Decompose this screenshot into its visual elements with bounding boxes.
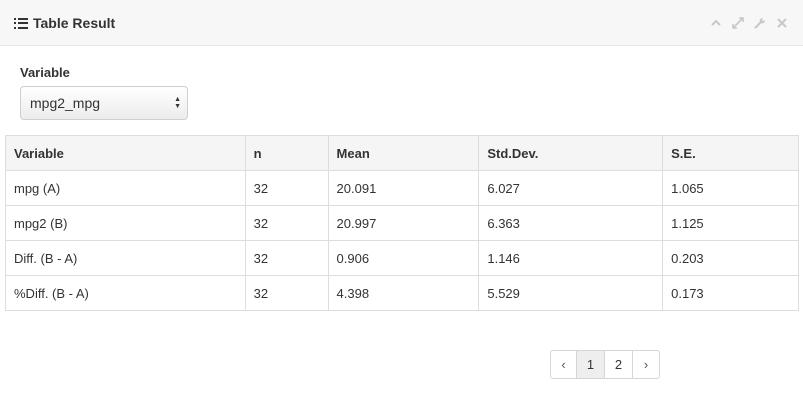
- table-cell: 1.065: [662, 170, 799, 206]
- table-cell: 32: [244, 275, 329, 311]
- panel-tools: [709, 16, 789, 30]
- column-header-std-dev[interactable]: Std.Dev.: [478, 135, 664, 171]
- table-cell: 32: [244, 170, 329, 206]
- panel-title: Table Result: [14, 15, 115, 31]
- table-cell: 4.398: [327, 275, 480, 311]
- result-table: Variable n Mean Std.Dev. S.E. mpg (A) 32…: [5, 135, 799, 311]
- pagination: ‹ 1 2 ›: [550, 350, 660, 379]
- pagination-page-1[interactable]: 1: [577, 351, 605, 378]
- table-row: mpg2 (B) 32 20.997 6.363 1.125: [5, 205, 799, 241]
- wrench-icon[interactable]: [753, 16, 767, 30]
- variable-select-value: mpg2_mpg: [30, 95, 101, 111]
- table-cell: 0.173: [662, 275, 799, 311]
- table-cell: 1.146: [478, 240, 664, 276]
- variable-section: Variable mpg2_mpg ▲ ▼: [0, 65, 803, 120]
- close-icon[interactable]: [775, 16, 789, 30]
- table-cell: 0.906: [327, 240, 480, 276]
- column-header-variable[interactable]: Variable: [5, 135, 246, 171]
- panel-title-text: Table Result: [33, 14, 116, 31]
- expand-icon[interactable]: [731, 16, 745, 30]
- table-cell: 6.363: [478, 205, 664, 241]
- panel-body: Variable mpg2_mpg ▲ ▼: [0, 46, 803, 120]
- table-cell: mpg2 (B): [5, 205, 246, 241]
- table-cell: 32: [244, 240, 329, 276]
- column-header-mean[interactable]: Mean: [327, 135, 480, 171]
- table-cell: 6.027: [478, 170, 664, 206]
- table-cell: mpg (A): [5, 170, 246, 206]
- pagination-prev-button[interactable]: ‹: [551, 351, 577, 378]
- table-cell: 0.203: [662, 240, 799, 276]
- variable-select[interactable]: mpg2_mpg ▲ ▼: [20, 86, 188, 120]
- variable-label: Variable: [20, 65, 70, 80]
- column-header-n[interactable]: n: [244, 135, 329, 171]
- table-cell: 1.125: [662, 205, 799, 241]
- table-cell: 20.091: [327, 170, 480, 206]
- table-row: mpg (A) 32 20.091 6.027 1.065: [5, 170, 799, 206]
- table-row: %Diff. (B - A) 32 4.398 5.529 0.173: [5, 275, 799, 311]
- pagination-page-2[interactable]: 2: [605, 351, 633, 378]
- list-icon: [14, 17, 29, 29]
- chevron-up-icon[interactable]: [709, 16, 723, 30]
- table-cell: Diff. (B - A): [5, 240, 246, 276]
- table-row: Diff. (B - A) 32 0.906 1.146 0.203: [5, 240, 799, 276]
- column-header-se[interactable]: S.E.: [662, 135, 799, 171]
- table-cell: %Diff. (B - A): [5, 275, 246, 311]
- table-cell: 20.997: [327, 205, 480, 241]
- panel-header: Table Result: [0, 0, 803, 46]
- pagination-next-button[interactable]: ›: [643, 357, 649, 372]
- table-cell: 32: [244, 205, 329, 241]
- select-arrows-icon: ▲ ▼: [174, 96, 181, 110]
- table-cell: 5.529: [478, 275, 664, 311]
- table-header-row: Variable n Mean Std.Dev. S.E.: [5, 135, 799, 171]
